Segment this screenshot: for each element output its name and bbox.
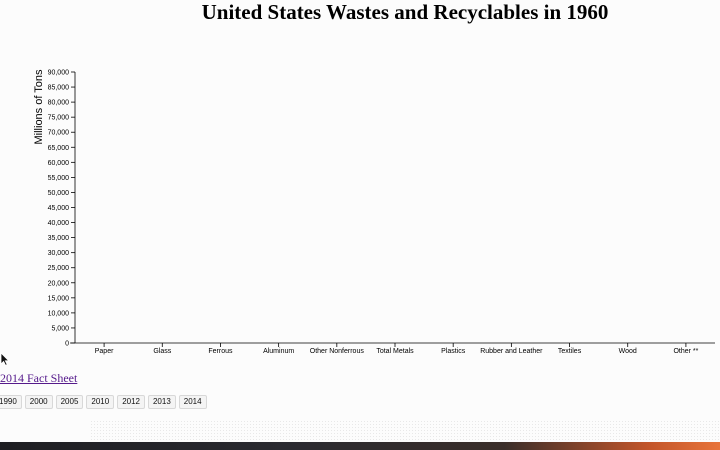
x-tick-label: Paper <box>95 348 114 355</box>
y-tick-label: 35,000 <box>48 235 70 242</box>
x-tick-label: Other ** <box>673 348 698 355</box>
x-axis: Paper Glass Ferrous Aluminum Other Nonferrou… <box>70 342 715 355</box>
y-axis-title: Millions of Tons <box>33 69 45 144</box>
x-tick-label: Ferrous <box>208 348 233 355</box>
y-tick-label: 65,000 <box>48 145 70 152</box>
y-tick-label: 80,000 <box>48 100 70 107</box>
y-tick-label: 85,000 <box>48 85 70 92</box>
year-button-1990[interactable]: 1990 <box>0 395 22 409</box>
y-tick-label: 25,000 <box>48 265 70 272</box>
y-axis: 0 5,000 10,000 15,000 20,000 25,000 30,000 35,0… <box>48 70 76 348</box>
y-tick-label: 55,000 <box>48 175 70 182</box>
x-tick-label: Aluminum <box>263 348 294 355</box>
y-tick-label: 45,000 <box>48 205 70 212</box>
year-button-2005[interactable]: 2005 <box>55 395 84 409</box>
x-tick-label: Rubber and Leather <box>480 348 543 355</box>
background-dither <box>90 420 720 442</box>
year-button-group: 1990 2000 2005 2010 2012 2013 2014 <box>0 395 207 409</box>
year-button-2000[interactable]: 2000 <box>24 395 53 409</box>
x-tick-label: Plastics <box>441 348 466 355</box>
y-tick-label: 40,000 <box>48 220 70 227</box>
x-tick-label: Glass <box>153 348 171 355</box>
bar-chart: 0 5,000 10,000 15,000 20,000 25,000 30,000 35,0… <box>33 69 715 355</box>
year-button-2013[interactable]: 2013 <box>147 395 176 409</box>
x-tick-label: Wood <box>619 348 637 355</box>
taskbar-strip <box>0 442 720 450</box>
x-tick-label: Textiles <box>558 348 582 355</box>
y-tick-label: 70,000 <box>48 130 70 137</box>
mouse-pointer-icon <box>0 352 10 366</box>
year-button-2012[interactable]: 2012 <box>117 395 145 409</box>
page-title: United States Wastes and Recyclables in … <box>201 0 609 24</box>
y-tick-label: 10,000 <box>48 310 70 317</box>
y-tick-label: 30,000 <box>48 250 70 257</box>
y-tick-label: 75,000 <box>48 115 70 122</box>
y-tick-label: 5,000 <box>51 325 69 332</box>
year-button-2010[interactable]: 2010 <box>86 395 115 409</box>
fact-sheet-link[interactable]: 2014 Fact Sheet <box>0 371 78 385</box>
y-tick-label: 15,000 <box>48 295 70 302</box>
y-tick-label: 90,000 <box>48 70 70 77</box>
y-tick-label: 20,000 <box>48 280 70 287</box>
year-button-2014[interactable]: 2014 <box>178 395 207 409</box>
y-tick-label: 50,000 <box>48 190 70 197</box>
x-tick-label: Other Nonferrous <box>310 348 365 355</box>
x-tick-label: Total Metals <box>376 348 414 355</box>
y-tick-label: 60,000 <box>48 160 70 167</box>
y-tick-label: 0 <box>65 341 69 348</box>
